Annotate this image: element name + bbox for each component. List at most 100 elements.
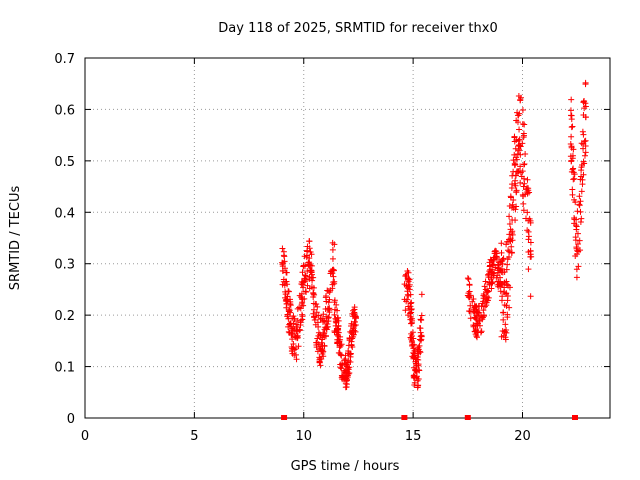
- data-point: [287, 320, 294, 327]
- data-point: [514, 112, 521, 119]
- data-point: [506, 248, 513, 255]
- data-point: [317, 316, 324, 323]
- data-point: [307, 262, 314, 269]
- data-point: [575, 263, 582, 270]
- data-point: [284, 311, 291, 318]
- y-tick-label: 0.3: [54, 258, 75, 273]
- data-point: [330, 273, 337, 280]
- data-point: [315, 323, 322, 330]
- data-point: [283, 269, 290, 276]
- data-point: [509, 172, 516, 179]
- data-point: [577, 208, 584, 215]
- data-point: [516, 126, 523, 133]
- data-point: [404, 288, 411, 295]
- data-point: [514, 150, 521, 157]
- data-point: [328, 268, 335, 275]
- data-point: [577, 198, 584, 205]
- data-point: [510, 157, 517, 164]
- data-point: [501, 269, 508, 276]
- data-point: [350, 321, 357, 328]
- data-point: [313, 309, 320, 316]
- data-point: [336, 344, 343, 351]
- y-tick-label: 0.5: [54, 155, 75, 170]
- data-point: [404, 296, 411, 303]
- data-point: [290, 313, 297, 320]
- data-point: [345, 357, 352, 364]
- y-tick-label: 0.6: [54, 103, 75, 118]
- data-point: [329, 285, 336, 292]
- data-point: [576, 193, 583, 200]
- data-point: [341, 357, 348, 364]
- data-point: [482, 296, 489, 303]
- data-point: [520, 130, 527, 137]
- data-point: [311, 316, 318, 323]
- data-point: [506, 284, 513, 291]
- data-point: [279, 281, 286, 288]
- data-point: [351, 304, 358, 311]
- data-point: [472, 314, 479, 321]
- data-point: [472, 315, 479, 322]
- data-point: [299, 296, 306, 303]
- data-point: [498, 280, 505, 287]
- data-point: [337, 342, 344, 349]
- data-point: [331, 241, 338, 248]
- data-point: [520, 183, 527, 190]
- data-point: [403, 273, 410, 280]
- data-point: [505, 247, 512, 254]
- data-point: [401, 281, 408, 288]
- data-point: [517, 163, 524, 170]
- data-point: [417, 329, 424, 336]
- data-point: [486, 268, 493, 275]
- data-point: [512, 206, 519, 213]
- data-point: [475, 313, 482, 320]
- data-point: [473, 306, 480, 313]
- y-tick-label: 0.4: [54, 206, 75, 221]
- data-point: [569, 166, 576, 173]
- data-point: [294, 324, 301, 331]
- data-point: [497, 288, 504, 295]
- data-point: [527, 293, 534, 300]
- data-point: [287, 302, 294, 309]
- data-point: [417, 316, 424, 323]
- data-point: [578, 215, 585, 222]
- data-point: [571, 214, 578, 221]
- data-point: [567, 107, 574, 114]
- data-point: [339, 362, 346, 369]
- data-point: [409, 317, 416, 324]
- data-point: [415, 350, 422, 357]
- data-point: [279, 267, 286, 274]
- data-point: [330, 267, 337, 274]
- data-point: [501, 289, 508, 296]
- data-point: [574, 230, 581, 237]
- data-point: [294, 317, 301, 324]
- data-point: [283, 301, 290, 308]
- data-point: [484, 289, 491, 296]
- data-point: [581, 152, 588, 159]
- data-point: [293, 356, 300, 363]
- data-point: [508, 243, 515, 250]
- data-point: [491, 250, 498, 257]
- data-point: [482, 278, 489, 285]
- data-point: [344, 374, 351, 381]
- baseline-marker: [464, 415, 471, 420]
- data-point: [522, 151, 529, 158]
- data-point: [570, 165, 577, 172]
- data-point: [467, 315, 474, 322]
- data-point: [331, 278, 338, 285]
- data-point: [582, 137, 589, 144]
- baseline-marker: [281, 415, 288, 420]
- data-point: [572, 234, 579, 241]
- data-point: [409, 333, 416, 340]
- data-point: [307, 267, 314, 274]
- data-point: [485, 272, 492, 279]
- data-point: [282, 294, 289, 301]
- data-point: [578, 188, 585, 195]
- data-point: [513, 156, 520, 163]
- data-point: [293, 321, 300, 328]
- data-point: [466, 282, 473, 289]
- data-point: [416, 342, 423, 349]
- data-point: [488, 276, 495, 283]
- data-point: [321, 343, 328, 350]
- data-point: [349, 327, 356, 334]
